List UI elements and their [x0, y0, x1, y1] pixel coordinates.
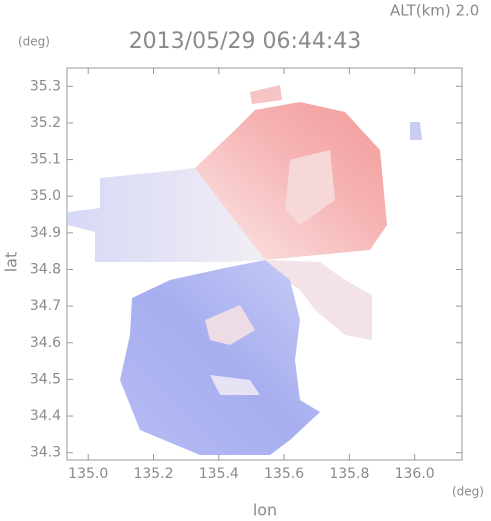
x-axis-label: lon [253, 501, 277, 520]
x-tick-label: 135.0 [68, 466, 108, 482]
y-tick-label: 34.9 [30, 225, 61, 241]
y-tick-label: 34.8 [30, 261, 61, 277]
x-tick-label: 136.0 [395, 466, 435, 482]
x-tick-label: 135.8 [329, 466, 369, 482]
x-tick-label: 135.6 [264, 466, 304, 482]
x-tick-label: 135.2 [133, 466, 173, 482]
y-tick-label: 35.1 [30, 152, 61, 168]
radar-field [68, 85, 422, 455]
y-tick-label: 34.6 [30, 335, 61, 351]
chart-title: 2013/05/29 06:44:43 [129, 29, 362, 54]
y-tick-label: 35.2 [30, 115, 61, 131]
y-axis-label: lat [2, 252, 21, 273]
y-tick-label: 34.3 [30, 445, 61, 461]
y-unit: (deg) [18, 35, 50, 49]
y-tick-label: 35.3 [30, 78, 61, 94]
y-tick-label: 34.4 [30, 408, 61, 424]
y-tick-label: 35.0 [30, 188, 61, 204]
x-unit: (deg) [452, 485, 484, 499]
y-tick-label: 34.7 [30, 298, 61, 314]
x-tick-label: 135.4 [199, 466, 239, 482]
y-tick-label: 34.5 [30, 371, 61, 387]
annotation: ALT(km) 2.0 [390, 2, 479, 20]
